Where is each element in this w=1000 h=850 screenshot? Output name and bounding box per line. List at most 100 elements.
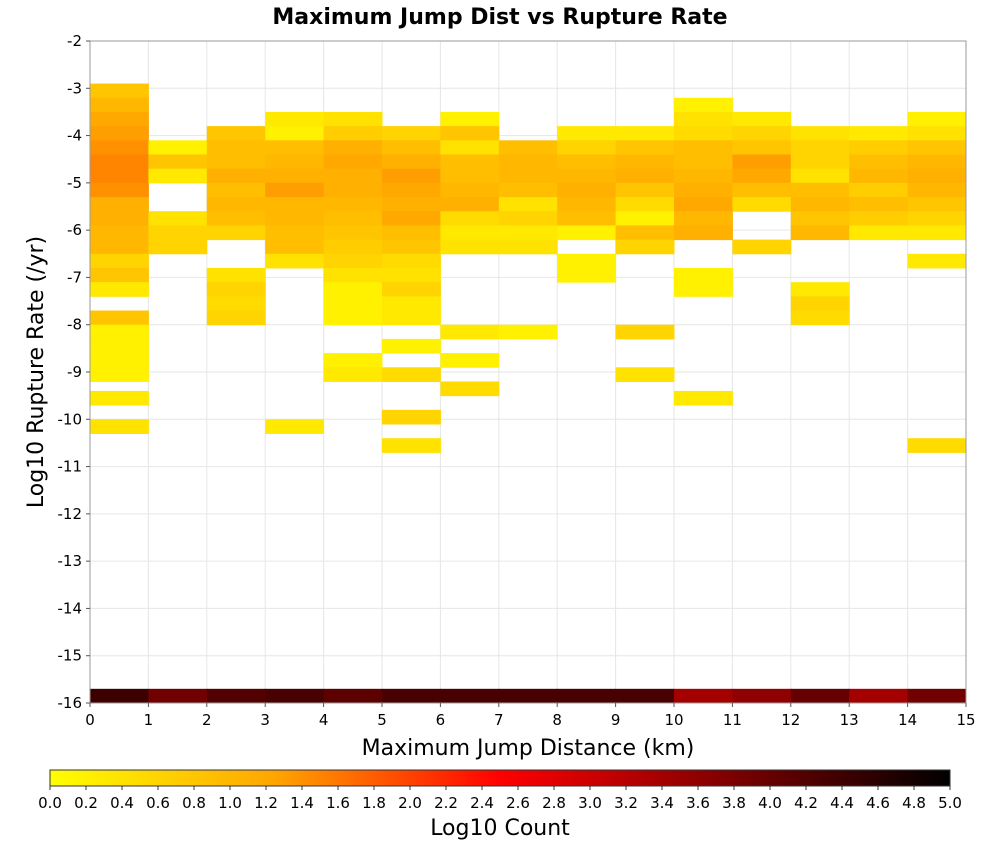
x-tick-label: 7	[494, 711, 504, 729]
heatmap-cell	[382, 140, 441, 155]
heatmap-cell	[907, 225, 967, 241]
heatmap-cell	[440, 168, 500, 184]
colorbar-tick-label: 5.0	[938, 794, 962, 812]
x-tick-label: 6	[436, 711, 446, 729]
heatmap-cell	[790, 310, 850, 326]
heatmap-cell	[498, 182, 558, 198]
heatmap-cell	[323, 688, 383, 704]
heatmap-cell	[90, 126, 149, 141]
heatmap-cell	[90, 140, 149, 155]
heatmap-cell	[440, 140, 500, 155]
heatmap-cell	[323, 211, 383, 226]
heatmap-cell	[790, 225, 850, 241]
heatmap-cell	[907, 438, 967, 453]
heatmap-cell	[557, 126, 617, 141]
heatmap-cell	[557, 253, 617, 269]
x-tick-label: 1	[144, 711, 154, 729]
heatmap-cell	[849, 126, 909, 141]
heatmap-cell	[382, 126, 441, 141]
y-tick-label: -6	[67, 221, 82, 239]
colorbar-tick-label: 3.6	[686, 794, 710, 812]
heatmap-cell	[557, 140, 617, 155]
heatmap-cell	[206, 140, 266, 155]
heatmap-cell	[849, 140, 909, 155]
y-tick-label: -13	[58, 552, 83, 570]
heatmap-cell	[440, 111, 500, 127]
x-tick-label: 12	[781, 711, 800, 729]
heatmap-cell	[148, 154, 208, 170]
heatmap-cell	[265, 688, 325, 704]
y-tick-label: -5	[67, 174, 82, 192]
colorbar-tick-label: 4.8	[902, 794, 926, 812]
y-tick-label: -7	[67, 268, 82, 286]
heatmap-cell	[790, 296, 850, 312]
colorbar-tick-label: 2.2	[434, 794, 458, 812]
heatmap-cell	[615, 225, 675, 241]
heatmap-cell	[206, 225, 266, 241]
y-tick-label: -4	[67, 127, 82, 145]
colorbar-tick-label: 0.4	[110, 794, 134, 812]
x-tick-label: 3	[260, 711, 270, 729]
heatmap-cell	[90, 267, 149, 283]
heatmap-cell	[732, 111, 792, 127]
x-tick-label: 14	[898, 711, 917, 729]
y-tick-label: -14	[58, 599, 83, 617]
heatmap-cell	[674, 97, 733, 113]
chart-title: Maximum Jump Dist vs Rupture Rate	[272, 5, 727, 30]
heatmap-cell	[265, 111, 325, 127]
heatmap-cell	[323, 253, 383, 269]
heatmap-cell	[148, 168, 208, 184]
heatmap-cell	[90, 338, 149, 354]
heatmap-cell	[498, 239, 558, 255]
heatmap-cell	[265, 140, 325, 155]
heatmap-cell	[440, 353, 500, 368]
heatmap-cell	[440, 182, 500, 198]
heatmap-cell	[440, 126, 500, 141]
heatmap-cell	[849, 225, 909, 241]
heatmap-cell	[849, 168, 909, 184]
heatmap-cells	[90, 83, 967, 704]
heatmap-cell	[440, 197, 500, 212]
colorbar-tick-label: 0.2	[74, 794, 98, 812]
heatmap-cell	[90, 211, 149, 226]
heatmap-cell	[674, 225, 733, 241]
heatmap-cell	[323, 140, 383, 155]
heatmap-cell	[206, 282, 266, 297]
heatmap-cell	[498, 168, 558, 184]
heatmap-cell	[206, 296, 266, 312]
heatmap-cell	[206, 154, 266, 170]
heatmap-cell	[382, 338, 441, 354]
heatmap-cell	[615, 239, 675, 255]
x-tick-label: 5	[377, 711, 387, 729]
heatmap-cell	[557, 182, 617, 198]
heatmap-cell	[732, 182, 792, 198]
heatmap-cell	[323, 168, 383, 184]
heatmap-cell	[849, 182, 909, 198]
heatmap-cell	[907, 126, 967, 141]
heatmap-cell	[382, 182, 441, 198]
colorbar-tick-label: 4.6	[866, 794, 890, 812]
heatmap-cell	[557, 225, 617, 241]
heatmap-cell	[615, 324, 675, 340]
heatmap-cell	[615, 168, 675, 184]
heatmap-cell	[790, 282, 850, 297]
x-tick-label: 10	[664, 711, 683, 729]
heatmap-cell	[90, 310, 149, 326]
heatmap-cell	[498, 140, 558, 155]
heatmap-cell	[382, 267, 441, 283]
heatmap-cell	[90, 390, 149, 406]
heatmap-cell	[674, 182, 733, 198]
x-tick-label: 0	[85, 711, 95, 729]
y-tick-label: -16	[58, 694, 83, 712]
heatmap-cell	[265, 182, 325, 198]
heatmap-cell	[440, 688, 500, 704]
heatmap-cell	[265, 419, 325, 434]
heatmap-cell	[323, 367, 383, 382]
heatmap-cell	[674, 126, 733, 141]
heatmap-cell	[790, 140, 850, 155]
heatmap-cell	[440, 239, 500, 255]
y-tick-label: -9	[67, 363, 82, 381]
heatmap-cell	[90, 419, 149, 434]
heatmap-cell	[382, 154, 441, 170]
